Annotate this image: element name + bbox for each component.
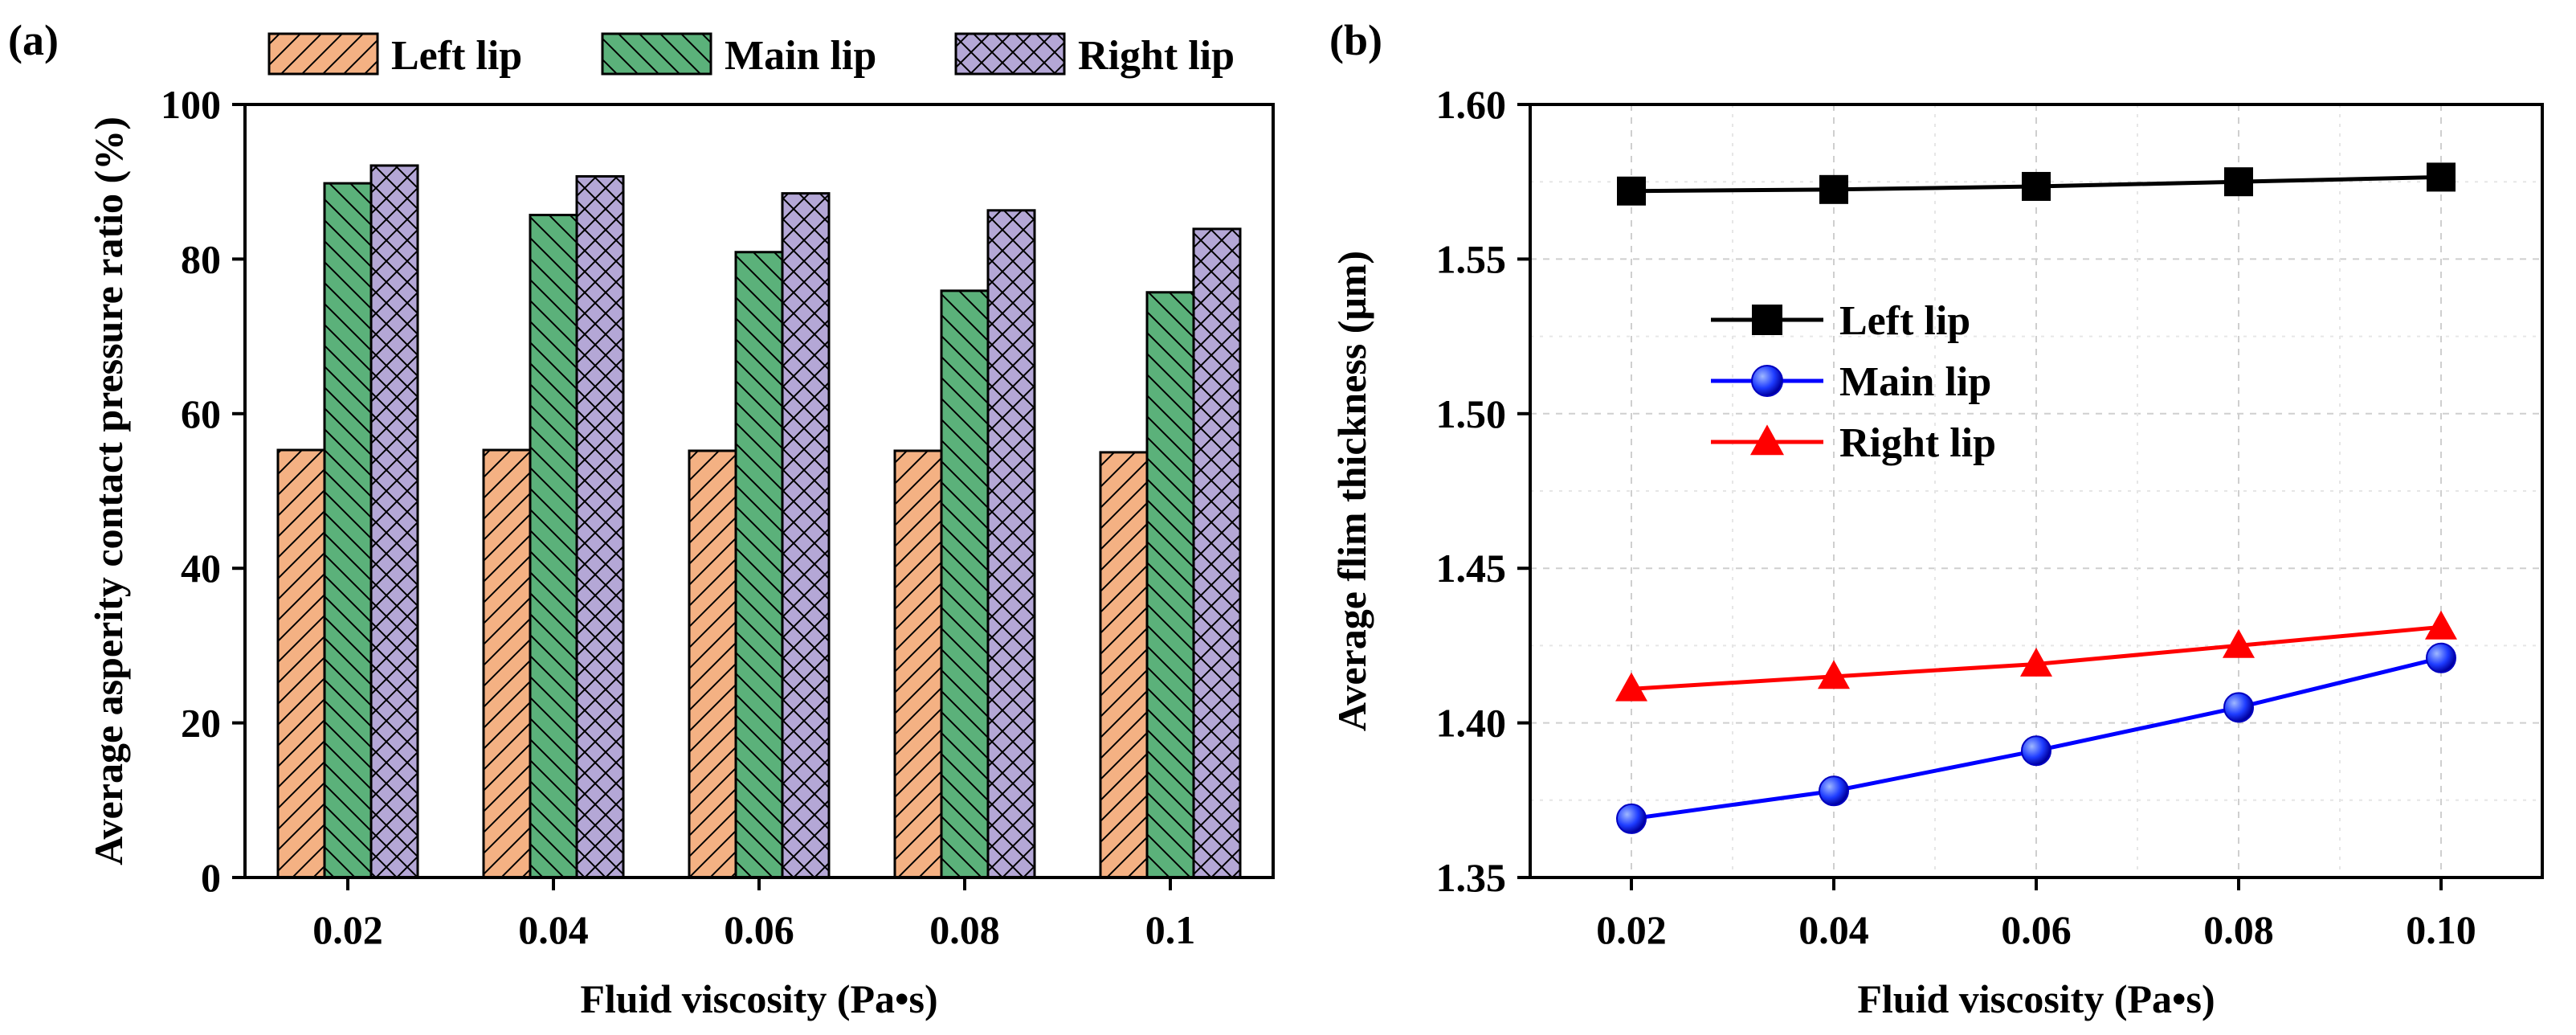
y-tick-label: 20 — [181, 701, 221, 746]
data-point-square — [1752, 305, 1782, 335]
y-tick-label: 1.45 — [1436, 546, 1507, 591]
bar-left-lip — [276, 448, 326, 879]
bar-right-lip — [1192, 227, 1242, 879]
legend-label: Right lip — [1078, 33, 1235, 79]
panel-a-y-axis-title: Average asperity contact pressure ratio … — [86, 117, 131, 865]
data-point-square — [2427, 162, 2456, 192]
panel-a-y-axis: 0 20 40 60 80 100 — [161, 82, 245, 900]
data-point-square — [1819, 174, 1848, 204]
y-tick-label: 100 — [161, 82, 221, 127]
legend-swatch — [954, 32, 1066, 76]
bar-left-lip — [482, 448, 532, 879]
panel-b-line-chart: (b) 1.351.401.451.501.551.60 0.02 0.04 0.0… — [1329, 16, 2544, 1021]
legend-label: Left lip — [1839, 298, 1970, 344]
legend-label: Left lip — [391, 33, 522, 79]
bar-right-lip — [986, 209, 1036, 879]
bar-left-lip — [688, 449, 737, 879]
data-point-triangle — [1818, 660, 1850, 689]
data-point-circle — [2021, 735, 2051, 767]
x-tick-label: 0.04 — [518, 907, 589, 952]
bar-main-lip — [734, 251, 784, 879]
data-point-square — [2022, 171, 2051, 201]
panel-b-y-axis: 1.35 1.40 1.45 1.50 1.55 1.60 — [1436, 82, 1530, 900]
y-tick-label: 1.60 — [1436, 82, 1507, 127]
bar-right-lip — [369, 164, 419, 879]
legend-label: Main lip — [725, 33, 876, 79]
data-point-circle — [2426, 642, 2456, 673]
data-point-circle — [1751, 365, 1783, 397]
data-point-triangle — [2223, 628, 2255, 658]
x-tick-label: 0.06 — [724, 907, 794, 952]
panel-a-x-axis: 0.02 0.04 0.06 0.08 0.1 — [312, 878, 1195, 952]
x-tick-label: 0.04 — [1798, 907, 1869, 952]
x-tick-label: 0.1 — [1145, 907, 1196, 952]
y-tick-label: 80 — [181, 236, 221, 281]
x-tick-label: 0.10 — [2406, 907, 2476, 952]
x-tick-label: 0.08 — [2203, 907, 2274, 952]
panel-b-series — [1615, 162, 2457, 834]
series-main-lip — [1616, 642, 2456, 834]
y-tick-label: 1.35 — [1436, 855, 1507, 900]
panel-b-x-axis: 0.02 0.04 0.06 0.08 0.10 — [1596, 878, 2476, 952]
bar-main-lip — [1145, 291, 1195, 879]
data-point-circle — [2223, 692, 2254, 723]
x-tick-label: 0.02 — [1596, 907, 1667, 952]
bar-main-lip — [323, 182, 373, 879]
panel-a-legend: Left lip Main lip Right lip — [267, 32, 1235, 79]
data-point-circle — [1819, 775, 1849, 807]
y-tick-label: 1.40 — [1436, 701, 1507, 746]
bar-left-lip — [893, 449, 943, 879]
data-point-triangle — [2020, 647, 2052, 677]
panel-b-legend: Left lip Main lip Right lip — [1711, 298, 1996, 466]
series-left-lip — [1617, 162, 2456, 206]
y-tick-label: 40 — [181, 546, 221, 591]
data-point-triangle — [1615, 672, 1647, 702]
x-tick-label: 0.06 — [2001, 907, 2072, 952]
bar-main-lip — [940, 289, 990, 879]
y-tick-label: 1.50 — [1436, 391, 1507, 436]
bar-right-lip — [781, 192, 831, 879]
y-tick-label: 1.55 — [1436, 236, 1507, 281]
legend-label: Right lip — [1839, 420, 1996, 466]
legend-swatch — [601, 32, 712, 76]
panel-a-bar-chart: (a) Left lip Main lip Right lip 0 20 40 60 80 1… — [8, 16, 1275, 1021]
panel-b-y-axis-title: Average flim thickness (μm) — [1329, 251, 1374, 731]
series-right-lip — [1615, 610, 2457, 702]
data-point-circle — [1616, 803, 1647, 834]
bar-left-lip — [1099, 451, 1149, 879]
bar-main-lip — [529, 214, 578, 879]
legend-label: Main lip — [1839, 359, 1991, 405]
data-point-square — [1617, 176, 1646, 206]
panel-a-x-axis-title: Fluid viscosity (Pa•s) — [580, 976, 937, 1021]
data-point-triangle — [1750, 424, 1784, 456]
y-tick-label: 60 — [181, 391, 221, 436]
x-tick-label: 0.02 — [312, 907, 383, 952]
bar-right-lip — [575, 174, 625, 879]
legend-swatch — [267, 32, 379, 76]
panel-b-label: (b) — [1329, 16, 1382, 64]
y-tick-label: 0 — [201, 855, 221, 900]
data-point-square — [2224, 167, 2253, 197]
x-tick-label: 0.08 — [929, 907, 1000, 952]
panel-b-x-axis-title: Fluid viscosity (Pa•s) — [1857, 976, 2215, 1021]
panel-a-label: (a) — [8, 16, 59, 64]
panel-a-bars — [276, 164, 1242, 879]
data-point-triangle — [2425, 610, 2457, 640]
